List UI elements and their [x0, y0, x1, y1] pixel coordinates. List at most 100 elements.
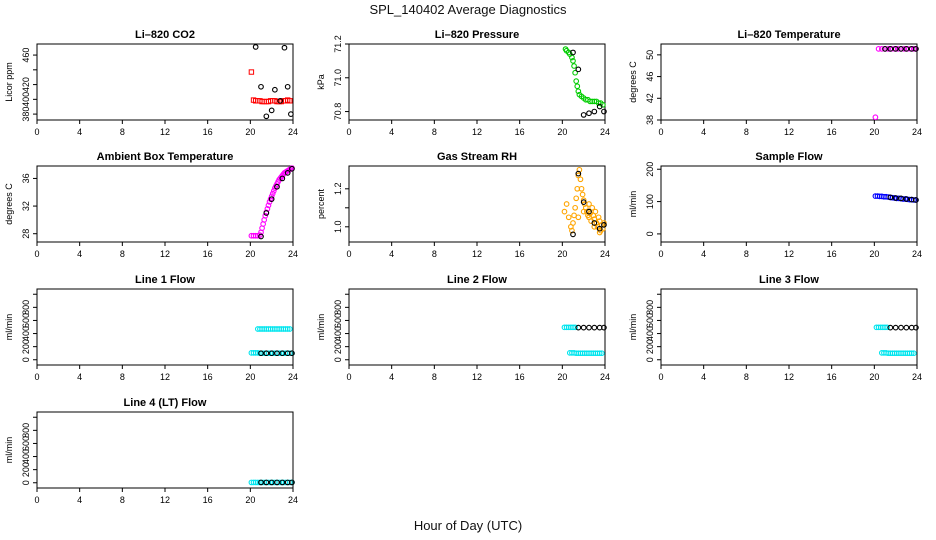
data-point [268, 193, 275, 200]
x-tick-label: 12 [160, 127, 170, 137]
plot-frame [36, 43, 294, 121]
data-point [576, 166, 583, 173]
data-point [252, 44, 259, 50]
data-point [575, 214, 582, 221]
y-axis-label: ml/min [316, 314, 326, 341]
panel-gas-stream-rh: Gas Stream RH percent 0 4 8 12 16 20 24 1.0 1.2 [316, 151, 610, 259]
data-point [262, 212, 269, 219]
x-tick-label: 0 [346, 249, 351, 259]
data-point [898, 195, 904, 202]
panel-title: Li–820 Pressure [435, 29, 519, 41]
y-tick-label: 46 [645, 72, 655, 82]
x-tick-label: 0 [34, 495, 39, 505]
data-point [592, 208, 599, 215]
data-point [574, 83, 581, 90]
series-line-3-10-min-low [878, 350, 917, 357]
data-point [892, 46, 899, 52]
data-point [586, 324, 592, 331]
series-line-1-10-min-high [254, 326, 293, 332]
x-tick-label: 4 [77, 127, 82, 137]
x-tick-label: 4 [77, 495, 82, 505]
x-tick-label: 16 [515, 249, 525, 259]
panel-title: Li–820 CO2 [135, 29, 195, 41]
y-tick-label: 400 [645, 326, 655, 341]
x-tick-label: 24 [600, 127, 610, 137]
data-point [887, 324, 894, 331]
x-tick-label: 16 [515, 127, 525, 137]
x-tick-label: 0 [346, 372, 351, 382]
y-tick-label: 0 [645, 357, 655, 362]
x-tick-label: 4 [77, 372, 82, 382]
x-tick-label: 8 [432, 249, 437, 259]
data-point [565, 214, 572, 221]
series-rh-hourly [570, 170, 607, 238]
y-tick-label: 460 [21, 48, 31, 63]
plot-frame [36, 288, 294, 366]
y-tick-label: 100 [645, 194, 655, 209]
data-point [270, 188, 277, 194]
data-point [570, 58, 576, 64]
data-point [887, 194, 894, 201]
data-point [572, 204, 578, 211]
data-point [284, 83, 291, 90]
data-point [272, 86, 278, 93]
data-point [898, 324, 904, 331]
data-point [284, 170, 291, 176]
y-tick-label: 400 [333, 326, 343, 341]
x-tick-label: 20 [557, 127, 567, 137]
data-point [279, 350, 286, 357]
x-tick-label: 24 [600, 372, 610, 382]
data-point [601, 108, 607, 115]
y-tick-label: 600 [333, 313, 343, 328]
x-tick-label: 12 [160, 495, 170, 505]
panel-li-820-temperature: Li–820 Temperature degrees C 0 4 8 12 16 20 24 38… [628, 29, 922, 137]
data-point [572, 324, 578, 331]
series-temperature-10-min [872, 46, 919, 121]
data-point [263, 350, 270, 357]
x-tick-label: 16 [203, 127, 213, 137]
y-axis-label: percent [316, 188, 326, 219]
x-tick-label: 8 [744, 127, 749, 137]
data-point [258, 350, 264, 357]
data-point [903, 196, 910, 202]
data-point [575, 66, 582, 73]
y-tick-label: 70.8 [333, 103, 343, 121]
x-tick-label: 24 [912, 127, 922, 137]
panel-ambient-box-temperature: Ambient Box Temperature degrees C 0 4 8 12 16 2… [4, 151, 298, 259]
data-point [910, 197, 917, 203]
y-tick-label: 38 [645, 115, 655, 125]
plot-frame [660, 43, 918, 121]
x-tick-label: 8 [744, 372, 749, 382]
x-tick-label: 20 [557, 249, 567, 259]
data-point [884, 324, 890, 331]
x-tick-label: 16 [827, 249, 837, 259]
data-point [268, 350, 275, 357]
data-point [265, 202, 272, 209]
data-point [901, 46, 908, 52]
data-point [569, 227, 575, 234]
x-tick-label: 16 [515, 372, 525, 382]
x-tick-label: 20 [245, 127, 255, 137]
data-point [595, 214, 602, 221]
data-point [878, 46, 885, 52]
data-point [600, 225, 606, 232]
data-point [289, 165, 295, 172]
panel-line-4-lt-flow: Line 4 (LT) Flow ml/min 0 4 8 12 16 20 24 0 200400… [4, 397, 298, 505]
data-point [875, 46, 882, 52]
data-point [580, 199, 587, 205]
data-point [601, 324, 607, 331]
data-point [578, 185, 585, 192]
x-axis-title: Hour of Day (UTC) [413, 518, 523, 533]
x-tick-label: 16 [203, 495, 213, 505]
y-tick-label: 28 [21, 229, 31, 239]
data-point [289, 479, 295, 486]
figure-title: SPL_140402 Average Diagnostics [369, 2, 567, 17]
y-tick-label: 200 [645, 162, 655, 177]
data-point [573, 78, 580, 85]
series-line-1-hourly [258, 350, 295, 357]
series-line-3-hourly [887, 324, 919, 331]
data-point [892, 195, 899, 201]
data-point [286, 479, 293, 486]
y-tick-label: 800 [333, 300, 343, 315]
